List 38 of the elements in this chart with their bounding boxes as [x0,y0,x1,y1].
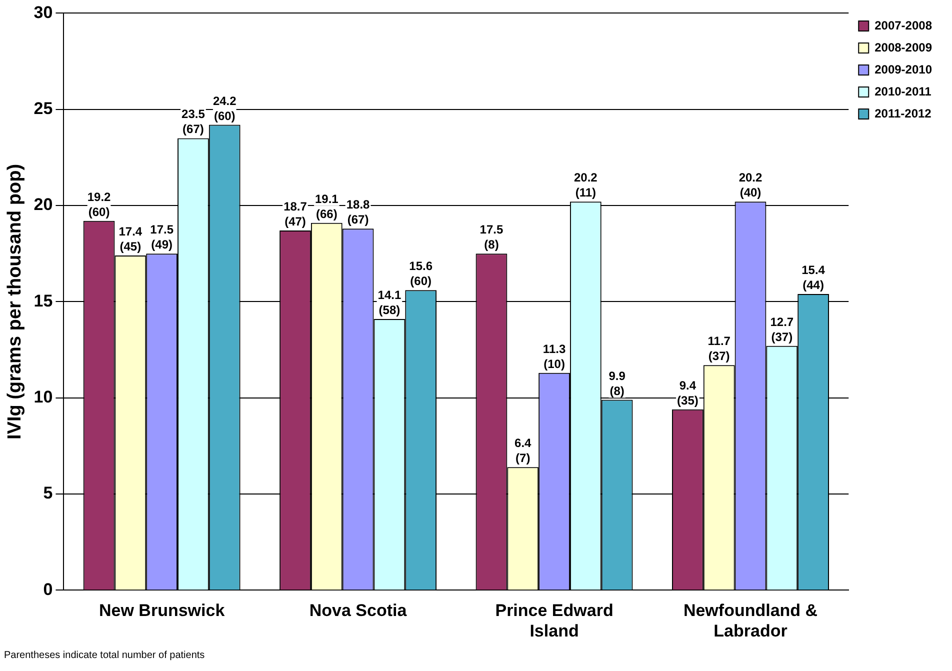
data-label: 9.9 (8) [608,368,626,398]
y-tick-label: 20 [34,195,53,214]
data-label: 20.2 (11) [574,170,598,200]
data-label: 19.1 (66) [314,192,339,221]
legend-label: 2011-2012 [874,106,932,120]
data-label: 17.5 (8) [480,222,504,252]
data-label: 23.5 (67) [182,107,206,136]
y-tick-label: 5 [43,484,53,503]
data-label: 17.4 (45) [118,224,142,254]
data-label: 11.7 (37) [708,334,731,364]
x-tick-label: Newfoundland & Labrador [683,601,818,640]
data-label: 24.2 (60) [212,94,237,123]
x-tick-label: New Brunswick [98,601,226,620]
y-tick-label: 30 [34,2,53,22]
data-label: 9.4 (35) [677,378,698,408]
data-label: 18.7 (47) [284,200,308,229]
data-label: 15.4 (44) [802,263,826,292]
y-axis-title: IVIg (grams per thousand pop) [4,164,26,440]
y-tick-label: 25 [34,99,53,118]
y-tick-label: 15 [34,291,53,310]
text: Parentheses indicate total number of patients [4,650,205,661]
legend-label: 2009-2010 [874,62,932,76]
y-tick-label: 10 [34,388,53,407]
data-label: 12.7 (37) [770,314,794,344]
data-label: 11.3 (10) [542,342,566,371]
data-label: 6.4 (7) [514,436,532,466]
legend-label: 2007-2008 [874,18,932,32]
data-label: 17.5 (49) [150,222,174,252]
x-tick-label: Nova Scotia [309,601,408,620]
data-label: 15.6 (60) [409,259,433,288]
data-label: 18.8 (67) [346,198,370,227]
y-tick-label: 0 [43,580,53,599]
legend-label: 2008-2009 [874,40,932,54]
data-label: 20.2 (40) [738,170,762,200]
legend-label: 2010-2011 [874,84,932,98]
data-label: 19.2 (60) [87,190,112,219]
data-label: 14.1 (58) [378,288,402,318]
x-tick-label: Prince Edward Island [495,601,614,640]
